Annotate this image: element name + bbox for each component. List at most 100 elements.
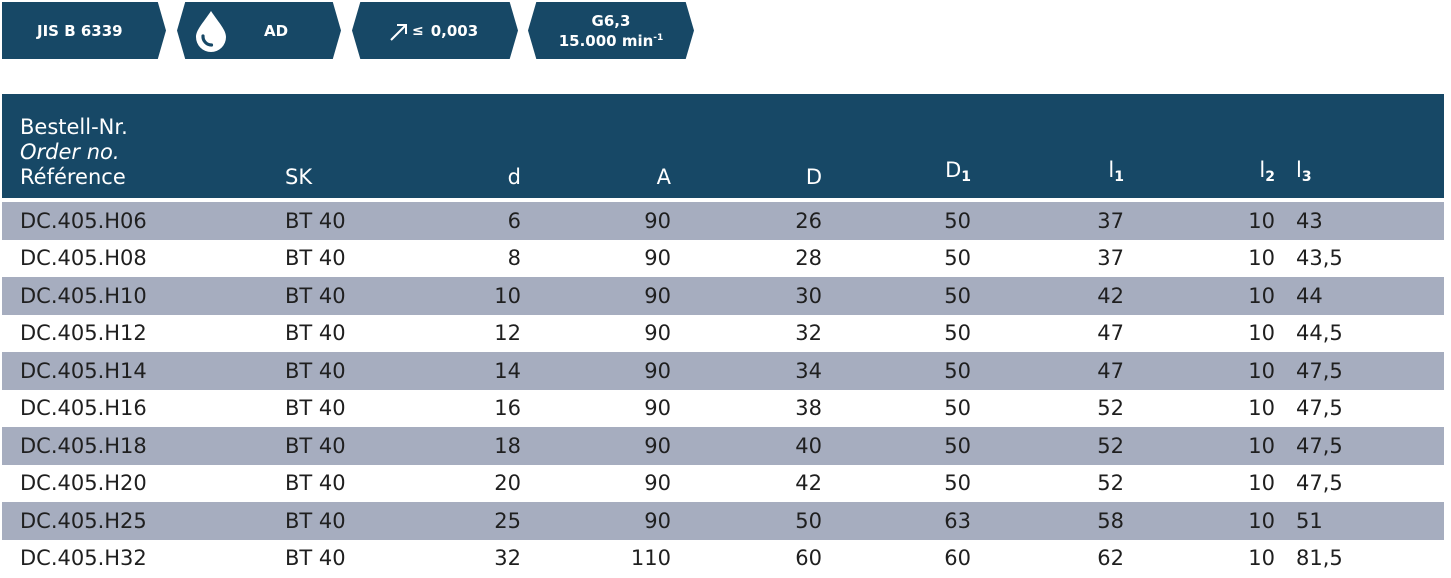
table-row: DC.405.H32 BT 40 32 110 60 60 62 10 81,5 — [2, 539, 1444, 577]
cell-sk: BT 40 — [285, 246, 346, 271]
cell-a: 90 — [644, 246, 671, 271]
cell-a: 90 — [644, 396, 671, 421]
cell-l1: 52 — [1097, 471, 1124, 496]
cell-l1: 52 — [1097, 396, 1124, 421]
table-row: DC.405.H25 BT 40 25 90 50 63 58 10 51 — [2, 502, 1444, 540]
coolant-label: AD — [264, 21, 289, 40]
cell-l2: 10 — [1248, 546, 1275, 571]
header-sk: SK — [285, 165, 313, 189]
cell-order-no: DC.405.H32 — [20, 546, 147, 571]
cell-D1: 50 — [944, 321, 971, 346]
header-D: D — [805, 165, 822, 189]
table-row: DC.405.H16 BT 40 16 90 38 50 52 10 47,5 — [2, 389, 1444, 427]
cell-order-no: DC.405.H08 — [20, 246, 147, 271]
table-row: DC.405.H08 BT 40 8 90 28 50 37 10 43,5 — [2, 239, 1444, 277]
cell-D: 38 — [795, 396, 822, 421]
cell-l3: 81,5 — [1296, 546, 1343, 571]
cell-l2: 10 — [1248, 246, 1275, 271]
cell-d: 14 — [494, 358, 521, 383]
cell-sk: BT 40 — [285, 433, 346, 458]
drop-icon — [196, 11, 226, 52]
cell-l1: 37 — [1097, 208, 1124, 233]
cell-D1: 63 — [944, 508, 971, 533]
cell-l2: 10 — [1248, 396, 1275, 421]
cell-d: 12 — [494, 321, 521, 346]
table-row: DC.405.H20 BT 40 20 90 42 50 52 10 47,5 — [2, 464, 1444, 502]
table-row: DC.405.H06 BT 40 6 90 26 50 37 10 43 — [2, 202, 1444, 240]
header-l1: l1 — [1108, 158, 1124, 185]
header-d: d — [507, 165, 521, 189]
cell-l1: 42 — [1097, 283, 1124, 308]
standard-badge: JIS B 6339 — [2, 2, 166, 59]
header-separator — [2, 198, 1444, 202]
header-order-no: Bestell-Nr. Order no. Référence — [20, 115, 128, 189]
cell-l2: 10 — [1248, 208, 1275, 233]
cell-D: 34 — [795, 358, 822, 383]
cell-D1: 60 — [944, 546, 971, 571]
dimension-table: Bestell-Nr. Order no. Référence SK d A D… — [2, 94, 1444, 577]
cell-D: 32 — [795, 321, 822, 346]
cell-D: 30 — [795, 283, 822, 308]
cell-order-no: DC.405.H20 — [20, 471, 147, 496]
cell-a: 90 — [644, 283, 671, 308]
cell-l3: 44 — [1296, 283, 1323, 308]
cell-D1: 50 — [944, 208, 971, 233]
cell-sk: BT 40 — [285, 471, 346, 496]
cell-a: 90 — [644, 471, 671, 496]
cell-l1: 52 — [1097, 433, 1124, 458]
cell-l3: 47,5 — [1296, 358, 1343, 383]
cell-l1: 47 — [1097, 358, 1124, 383]
cell-sk: BT 40 — [285, 396, 346, 421]
cell-D1: 50 — [944, 396, 971, 421]
cell-order-no: DC.405.H12 — [20, 321, 147, 346]
cell-d: 6 — [507, 208, 521, 233]
cell-D: 60 — [795, 546, 822, 571]
cell-D1: 50 — [944, 246, 971, 271]
header-a: A — [656, 165, 671, 189]
cell-a: 90 — [644, 321, 671, 346]
cell-l1: 47 — [1097, 321, 1124, 346]
cell-l2: 10 — [1248, 358, 1275, 383]
header-D1: D1 — [945, 158, 971, 185]
header-l2: l2 — [1259, 158, 1275, 185]
cell-sk: BT 40 — [285, 283, 346, 308]
cell-D: 26 — [795, 208, 822, 233]
runout-badge: ≤ 0,003 — [352, 2, 518, 59]
cell-order-no: DC.405.H10 — [20, 283, 147, 308]
cell-a: 90 — [644, 208, 671, 233]
cell-d: 32 — [494, 546, 521, 571]
cell-d: 8 — [507, 246, 521, 271]
cell-l2: 10 — [1248, 433, 1275, 458]
cell-a: 110 — [630, 546, 671, 571]
cell-l1: 37 — [1097, 246, 1124, 271]
cell-D1: 50 — [944, 358, 971, 383]
cell-a: 90 — [644, 358, 671, 383]
cell-d: 16 — [494, 396, 521, 421]
cell-D: 42 — [795, 471, 822, 496]
table-row: DC.405.H10 BT 40 10 90 30 50 42 10 44 — [2, 277, 1444, 315]
cell-D1: 50 — [944, 471, 971, 496]
cell-l1: 58 — [1097, 508, 1124, 533]
cell-l2: 10 — [1248, 508, 1275, 533]
cell-D: 50 — [795, 508, 822, 533]
cell-l3: 44,5 — [1296, 321, 1343, 346]
cell-D: 28 — [795, 246, 822, 271]
cell-l3: 47,5 — [1296, 433, 1343, 458]
cell-sk: BT 40 — [285, 208, 346, 233]
table-header: Bestell-Nr. Order no. Référence SK d A D… — [2, 94, 1444, 198]
cell-l2: 10 — [1248, 471, 1275, 496]
cell-order-no: DC.405.H18 — [20, 433, 147, 458]
cell-order-no: DC.405.H06 — [20, 208, 147, 233]
cell-l1: 62 — [1097, 546, 1124, 571]
runout-value: 0,003 — [430, 21, 479, 40]
cell-D1: 50 — [944, 433, 971, 458]
cell-order-no: DC.405.H16 — [20, 396, 147, 421]
table-row: DC.405.H18 BT 40 18 90 40 50 52 10 47,5 — [2, 427, 1444, 465]
less-equal-symbol: ≤ — [412, 22, 424, 39]
cell-sk: BT 40 — [285, 321, 346, 346]
cell-d: 20 — [494, 471, 521, 496]
cell-l3: 43,5 — [1296, 246, 1343, 271]
arrow-icon — [390, 24, 407, 41]
cell-l3: 47,5 — [1296, 396, 1343, 421]
cell-l3: 47,5 — [1296, 471, 1343, 496]
